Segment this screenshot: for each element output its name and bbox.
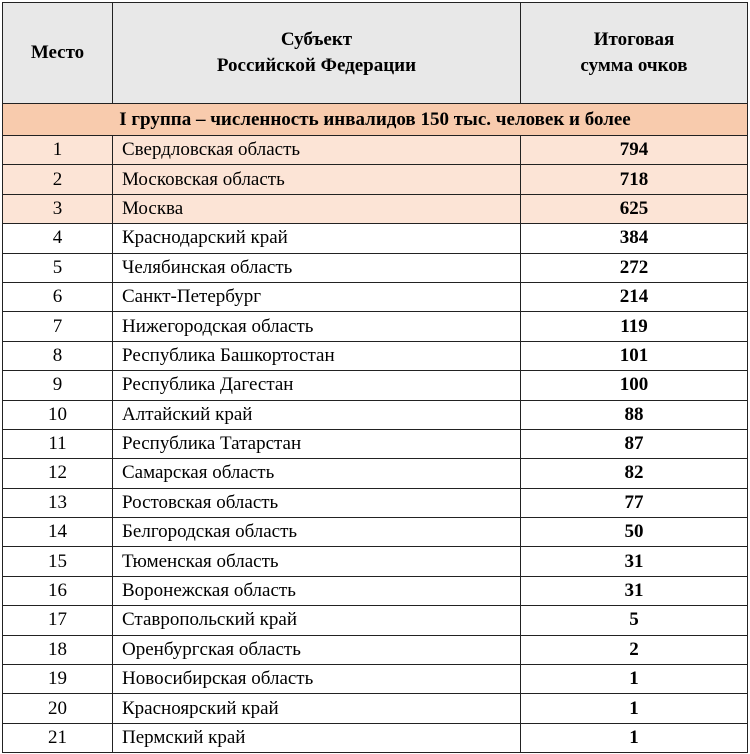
place-cell: 11	[2, 428, 113, 460]
place-cell: 8	[2, 340, 113, 372]
score-cell: 119	[520, 311, 748, 342]
header-score: Итоговая сумма очков	[520, 2, 748, 104]
header-subject-line1: Субъект	[280, 29, 353, 50]
subject-cell: Республика Дагестан	[112, 370, 521, 401]
place-cell: 5	[2, 252, 113, 283]
subject-cell: Краснодарский край	[112, 223, 521, 254]
place-cell: 2	[2, 164, 113, 195]
table-row: 2 Московская область 718	[2, 164, 748, 195]
subject-cell: Самарская область	[112, 458, 521, 489]
place-cell: 10	[2, 399, 113, 430]
place-cell: 16	[2, 575, 113, 607]
subject-cell: Новосибирская область	[112, 664, 521, 695]
place-cell: 15	[2, 546, 113, 577]
table-row: 11 Республика Татарстан 87	[2, 428, 748, 460]
table-row: 1 Свердловская область 794	[2, 134, 748, 166]
table-row: 14 Белгородская область 50	[2, 517, 748, 548]
header-score-line1: Итоговая	[593, 29, 675, 50]
table-row: 16 Воронежская область 31	[2, 575, 748, 607]
subject-cell: Москва	[112, 193, 521, 225]
place-cell: 13	[2, 487, 113, 519]
place-cell: 9	[2, 370, 113, 401]
score-cell: 101	[520, 340, 748, 372]
header-subject-line2: Российской Федерации	[216, 55, 417, 76]
group-row: I группа – численность инвалидов 150 тыс…	[2, 103, 748, 136]
subject-cell: Белгородская область	[112, 517, 521, 548]
score-cell: 82	[520, 458, 748, 489]
score-cell: 2	[520, 634, 748, 666]
table-row: 13 Ростовская область 77	[2, 487, 748, 519]
subject-cell: Ростовская область	[112, 487, 521, 519]
table-row: 10 Алтайский край 88	[2, 399, 748, 430]
place-cell: 6	[2, 281, 113, 313]
subject-cell: Оренбургская область	[112, 634, 521, 666]
subject-cell: Санкт-Петербург	[112, 281, 521, 313]
table-row: 3 Москва 625	[2, 193, 748, 225]
table-row: 7 Нижегородская область 119	[2, 311, 748, 342]
subject-cell: Свердловская область	[112, 134, 521, 166]
score-cell: 384	[520, 223, 748, 254]
place-cell: 21	[2, 722, 113, 754]
subject-cell: Ставропольский край	[112, 605, 521, 636]
table-row: 18 Оренбургская область 2	[2, 634, 748, 666]
table-row: 9 Республика Дагестан 100	[2, 370, 748, 401]
score-cell: 625	[520, 193, 748, 225]
score-cell: 718	[520, 164, 748, 195]
subject-cell: Тюменская область	[112, 546, 521, 577]
table-row: 8 Республика Башкортостан 101	[2, 340, 748, 372]
table-row: 21 Пермский край 1	[2, 722, 748, 754]
header-subject: Субъект Российской Федерации	[112, 2, 521, 104]
score-cell: 88	[520, 399, 748, 430]
score-cell: 31	[520, 575, 748, 607]
place-cell: 1	[2, 134, 113, 166]
score-cell: 1	[520, 722, 748, 754]
score-cell: 31	[520, 546, 748, 577]
score-cell: 214	[520, 281, 748, 313]
place-cell: 3	[2, 193, 113, 225]
score-cell: 794	[520, 134, 748, 166]
place-cell: 18	[2, 634, 113, 666]
subject-cell: Пермский край	[112, 722, 521, 754]
subject-cell: Нижегородская область	[112, 311, 521, 342]
score-cell: 50	[520, 517, 748, 548]
table-row: 4 Краснодарский край 384	[2, 223, 748, 254]
header-place: Место	[2, 2, 113, 104]
group-title: I группа – численность инвалидов 150 тыс…	[2, 103, 748, 136]
header-row: Место Субъект Российской Федерации Итогов…	[2, 2, 748, 104]
header-score-line2: сумма очков	[580, 55, 688, 76]
table-row: 20 Красноярский край 1	[2, 693, 748, 724]
score-cell: 77	[520, 487, 748, 519]
subject-cell: Республика Башкортостан	[112, 340, 521, 372]
place-cell: 12	[2, 458, 113, 489]
score-cell: 1	[520, 664, 748, 695]
table-row: 17 Ставропольский край 5	[2, 605, 748, 636]
score-cell: 100	[520, 370, 748, 401]
place-cell: 7	[2, 311, 113, 342]
table-row: 15 Тюменская область 31	[2, 546, 748, 577]
place-cell: 20	[2, 693, 113, 724]
table-row: 5 Челябинская область 272	[2, 252, 748, 283]
table-row: 19 Новосибирская область 1	[2, 664, 748, 695]
subject-cell: Алтайский край	[112, 399, 521, 430]
place-cell: 17	[2, 605, 113, 636]
subject-cell: Челябинская область	[112, 252, 521, 283]
score-cell: 272	[520, 252, 748, 283]
subject-cell: Республика Татарстан	[112, 428, 521, 460]
place-cell: 19	[2, 664, 113, 695]
subject-cell: Воронежская область	[112, 575, 521, 607]
place-cell: 14	[2, 517, 113, 548]
subject-cell: Московская область	[112, 164, 521, 195]
score-cell: 87	[520, 428, 748, 460]
table-row: 12 Самарская область 82	[2, 458, 748, 489]
score-cell: 1	[520, 693, 748, 724]
place-cell: 4	[2, 223, 113, 254]
subject-cell: Красноярский край	[112, 693, 521, 724]
score-cell: 5	[520, 605, 748, 636]
table-row: 6 Санкт-Петербург 214	[2, 281, 748, 313]
